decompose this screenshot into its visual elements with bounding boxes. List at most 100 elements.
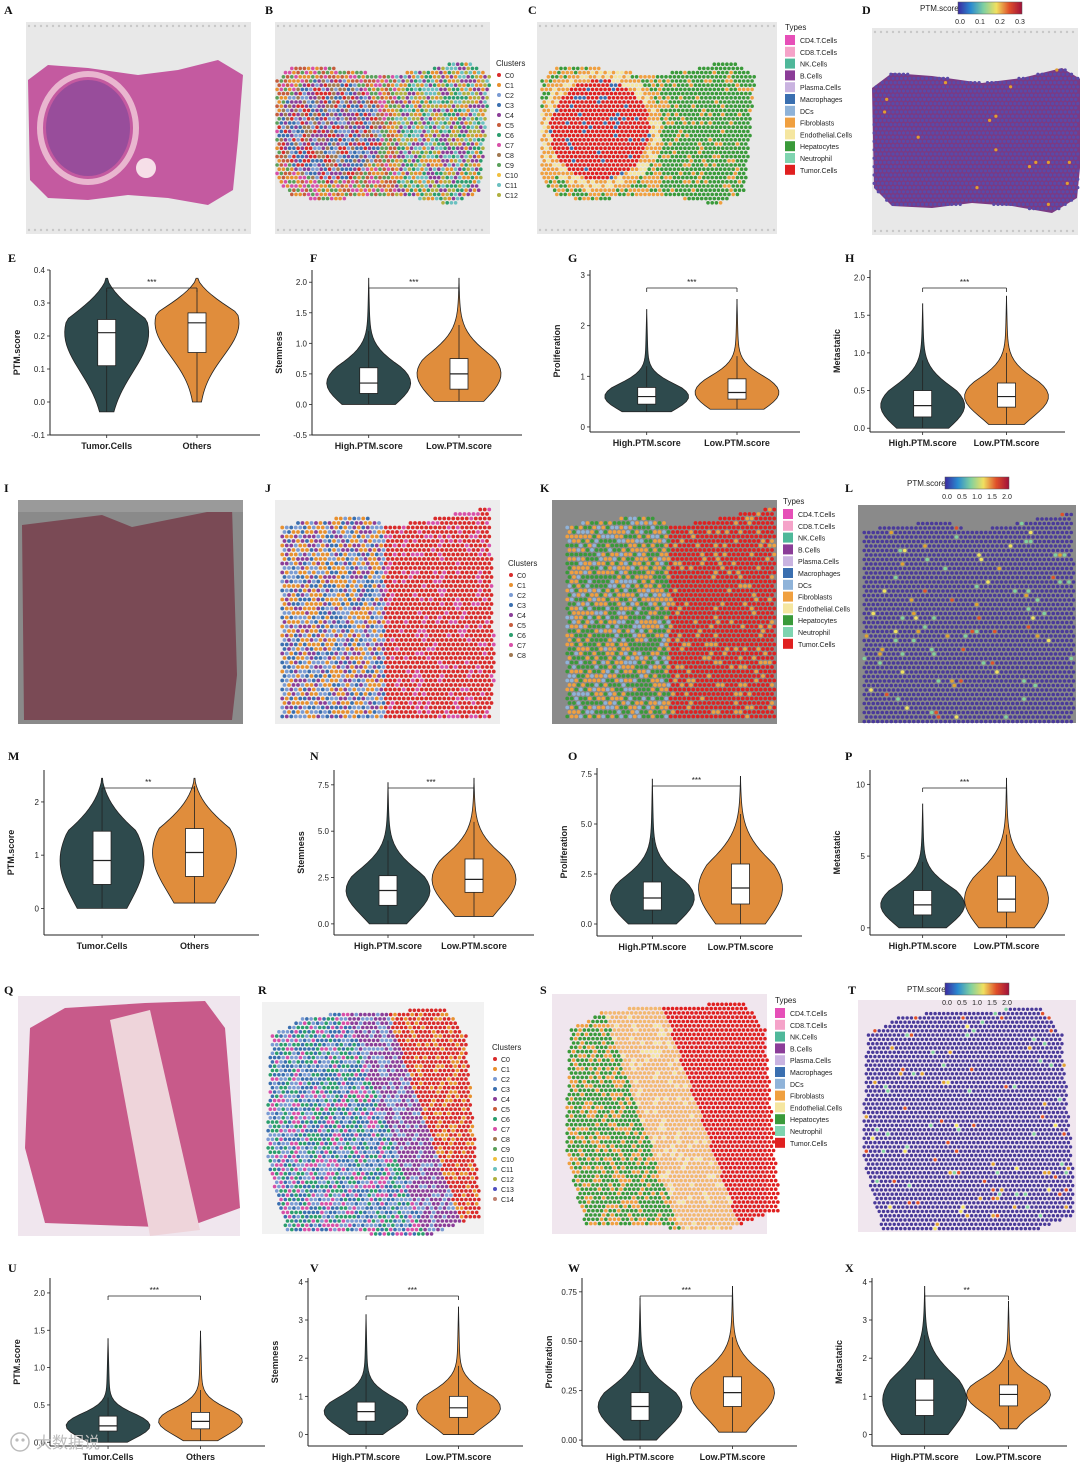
spot	[922, 148, 927, 152]
spot	[296, 163, 300, 167]
spot	[647, 108, 651, 113]
spot	[1032, 89, 1036, 93]
spot	[628, 146, 633, 150]
spot	[720, 104, 725, 108]
spot	[883, 102, 887, 106]
spot	[741, 96, 746, 100]
spot	[874, 93, 878, 97]
spot	[550, 142, 555, 146]
capture-spot	[897, 30, 901, 34]
spot	[325, 70, 330, 75]
spot	[929, 152, 933, 156]
spot	[1027, 148, 1032, 152]
spot	[546, 133, 551, 138]
spot	[460, 154, 464, 159]
spot	[1004, 127, 1009, 131]
spot	[946, 144, 950, 148]
spot	[315, 159, 319, 163]
spot	[464, 180, 468, 184]
spot	[403, 83, 408, 87]
capture-spot	[396, 228, 400, 232]
spot	[737, 188, 742, 192]
spot	[348, 142, 353, 146]
capture-spot	[39, 24, 43, 28]
spot	[1067, 127, 1071, 131]
spot	[599, 129, 603, 134]
spot	[1013, 93, 1017, 97]
spot	[599, 104, 603, 108]
spot	[729, 138, 733, 142]
spot	[708, 154, 712, 159]
spot	[1009, 160, 1013, 164]
spot	[948, 106, 952, 110]
spot	[910, 156, 914, 160]
spot	[607, 121, 612, 125]
spot	[418, 171, 422, 176]
panel-label-g: G	[568, 251, 577, 265]
spot	[718, 75, 723, 79]
spot	[460, 87, 464, 92]
spot	[390, 150, 395, 155]
spot	[647, 159, 651, 163]
spot	[647, 75, 651, 79]
y-tick-label: 4	[863, 1278, 868, 1287]
capture-spot	[652, 24, 656, 28]
spot	[693, 91, 698, 96]
spot	[563, 133, 567, 138]
spot	[710, 125, 714, 129]
spot	[474, 125, 479, 129]
spot	[946, 152, 950, 156]
spot	[476, 146, 481, 150]
spot	[1025, 144, 1029, 148]
spot	[691, 138, 696, 142]
spot	[1021, 160, 1025, 164]
spot	[887, 110, 891, 114]
spot	[399, 91, 403, 96]
spot	[315, 192, 319, 197]
spot	[569, 104, 574, 108]
spot	[599, 188, 603, 192]
spot	[1017, 127, 1021, 131]
spot	[569, 138, 574, 142]
spot	[601, 91, 605, 96]
spot	[641, 79, 645, 83]
spot	[407, 175, 412, 180]
spot	[956, 148, 960, 152]
spot	[899, 85, 904, 89]
spot	[573, 138, 578, 142]
spot	[693, 192, 698, 197]
spot	[1004, 160, 1009, 164]
spot	[367, 129, 372, 134]
spot	[447, 79, 452, 83]
spot	[943, 139, 948, 143]
spot	[380, 79, 384, 83]
spot	[613, 159, 618, 163]
spot	[952, 173, 956, 177]
spot	[542, 100, 546, 104]
spot	[634, 142, 639, 146]
spot	[348, 192, 353, 197]
capture-spot	[468, 24, 472, 28]
spot	[927, 114, 931, 118]
spot	[718, 175, 723, 180]
spot	[458, 133, 462, 138]
spot	[1072, 144, 1076, 148]
spot	[445, 91, 450, 96]
spot	[329, 146, 334, 150]
spot	[323, 167, 328, 171]
spot	[1021, 110, 1025, 114]
spot	[576, 142, 580, 146]
spot	[390, 167, 395, 171]
spot	[906, 148, 910, 152]
spot	[607, 96, 612, 100]
spot	[416, 133, 420, 138]
spot	[390, 133, 395, 138]
spot	[1019, 114, 1023, 118]
spot	[723, 125, 727, 129]
spot	[409, 171, 414, 176]
spot	[689, 117, 693, 121]
spot	[996, 127, 1000, 131]
spot	[912, 169, 916, 173]
spot	[998, 173, 1002, 177]
spot	[315, 167, 319, 171]
